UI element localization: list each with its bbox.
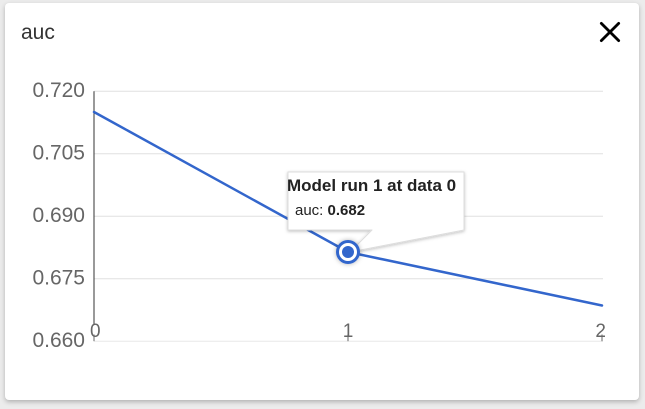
svg-text:0.720: 0.720 [32, 79, 85, 102]
svg-text:0: 0 [90, 321, 101, 342]
svg-text:auc: 0.682: auc: 0.682 [295, 202, 365, 219]
svg-text:0.675: 0.675 [32, 267, 85, 290]
svg-text:0.660: 0.660 [32, 329, 85, 352]
svg-text:0.705: 0.705 [32, 142, 85, 165]
svg-text:2: 2 [595, 321, 606, 342]
svg-text:1: 1 [343, 321, 354, 342]
svg-text:0.690: 0.690 [32, 204, 85, 227]
svg-text:Model run 1 at data 0: Model run 1 at data 0 [287, 176, 456, 195]
